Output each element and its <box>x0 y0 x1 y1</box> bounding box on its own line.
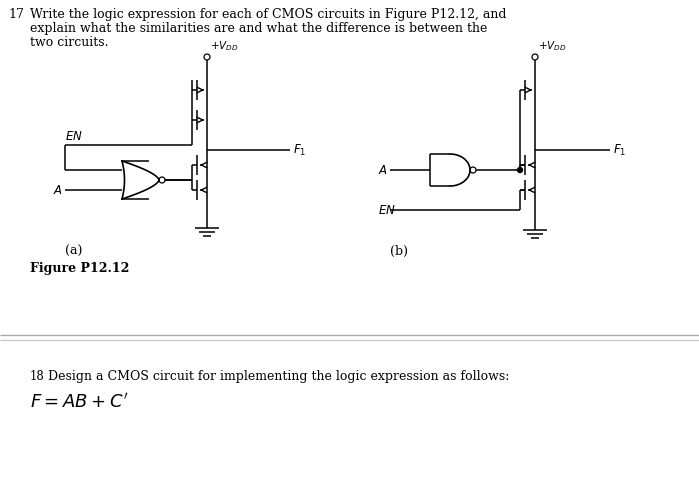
Text: $+V_{DD}$: $+V_{DD}$ <box>210 39 238 53</box>
Text: Design a CMOS circuit for implementing the logic expression as follows:: Design a CMOS circuit for implementing t… <box>48 370 510 383</box>
Text: $F_1$: $F_1$ <box>613 142 626 157</box>
Text: explain what the similarities are and what the difference is between the: explain what the similarities are and wh… <box>30 22 487 35</box>
Text: $EN$: $EN$ <box>65 130 83 143</box>
Text: Write the logic expression for each of CMOS circuits in Figure P12.12, and: Write the logic expression for each of C… <box>30 8 507 21</box>
Text: (a): (a) <box>65 245 82 258</box>
Text: two circuits.: two circuits. <box>30 36 108 49</box>
Text: Figure P12.12: Figure P12.12 <box>30 262 129 275</box>
Text: $+V_{DD}$: $+V_{DD}$ <box>538 39 567 53</box>
Text: $EN$: $EN$ <box>378 203 396 216</box>
Circle shape <box>517 168 522 172</box>
Text: 18: 18 <box>30 370 45 383</box>
Text: $F = AB + C'$: $F = AB + C'$ <box>30 393 129 412</box>
Text: (b): (b) <box>390 245 408 258</box>
Text: 17: 17 <box>8 8 24 21</box>
Text: $F_1$: $F_1$ <box>293 142 306 157</box>
Text: $A$: $A$ <box>53 184 63 197</box>
Text: $A$: $A$ <box>378 164 388 176</box>
